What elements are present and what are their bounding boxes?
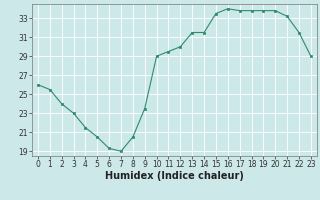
X-axis label: Humidex (Indice chaleur): Humidex (Indice chaleur)	[105, 171, 244, 181]
